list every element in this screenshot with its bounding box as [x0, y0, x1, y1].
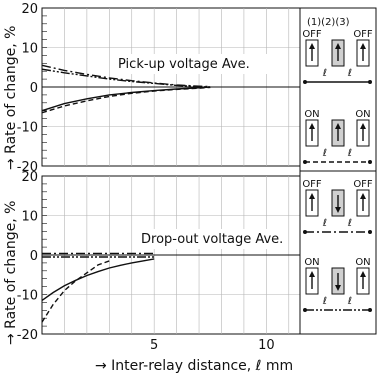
- legend-state-label: ON: [355, 257, 370, 268]
- top-ytick-label: -20: [17, 160, 38, 175]
- legend-arrow-up-icon: [335, 123, 341, 129]
- legend-ell-label: ℓ: [348, 218, 352, 229]
- top-ylabel: → Rate of change, %: [3, 26, 19, 170]
- legend-ell-label: ℓ: [323, 296, 327, 307]
- legend-line-end-dot: [303, 160, 307, 164]
- top-yticks: 20 10 0 -10 -20: [17, 2, 38, 175]
- bottom-ytick-label: -10: [17, 289, 38, 304]
- top-ytick-label: 0: [30, 81, 38, 96]
- bottom-ytick-label: 20: [21, 170, 38, 185]
- bottom-grid: [42, 176, 300, 334]
- legend-arrow-up-icon: [309, 271, 315, 277]
- legend-state-label: ON: [304, 109, 319, 120]
- legend-arrow-down-icon: [335, 207, 341, 213]
- legend-line-end-dot: [368, 308, 372, 312]
- bottom-xtick-label: 10: [258, 338, 275, 353]
- top-ytick-label: 10: [21, 42, 38, 57]
- bottom-annotation-bg: [138, 229, 276, 249]
- bottom-annotation: Drop-out voltage Ave.: [141, 232, 283, 247]
- legend-ell-label: ℓ: [348, 148, 352, 159]
- legend-arrow-up-icon: [360, 193, 366, 199]
- legend-diagram-1: OFF OFF ℓ ℓ: [302, 29, 373, 84]
- legend-arrow-up-icon: [309, 193, 315, 199]
- legend-ell-label: ℓ: [323, 148, 327, 159]
- bottom-series-solid: [41, 258, 155, 301]
- legend-state-label: OFF: [353, 29, 373, 40]
- legend-diagrams: OFF OFF ℓ ℓ ON ON ℓ ℓ OFF OFF ℓ ℓ ON ON ℓ ℓ: [302, 29, 373, 312]
- top-grid: [42, 8, 300, 166]
- legend-line-end-dot: [303, 80, 307, 84]
- bottom-xtick-label: 5: [150, 338, 158, 353]
- legend-state-label: OFF: [302, 29, 322, 40]
- top-series: [41, 64, 211, 114]
- top-series-dash-dot-dot: [41, 68, 211, 88]
- legend-line-end-dot: [303, 230, 307, 234]
- legend-arrow-up-icon: [309, 43, 315, 49]
- top-ytick-label: 20: [21, 2, 38, 17]
- legend-arrow-up-icon: [360, 43, 366, 49]
- legend-header: (1)(2)(3): [307, 17, 350, 28]
- legend-ell-label: ℓ: [348, 68, 352, 79]
- legend-diagram-2: ON ON ℓ ℓ: [303, 109, 372, 164]
- legend-line-end-dot: [368, 80, 372, 84]
- bottom-yticks: 20 10 0 -10 -20: [17, 170, 38, 343]
- top-series-solid: [41, 86, 211, 112]
- legend-line-end-dot: [303, 308, 307, 312]
- bottom-panel: 20 10 0 -10 -20 5 10 Drop-out voltage Ave.: [17, 170, 301, 353]
- legend-arrow-up-icon: [335, 43, 341, 49]
- legend-state-label: OFF: [353, 179, 373, 190]
- top-ytick-label: -10: [17, 121, 38, 136]
- legend-ell-label: ℓ: [348, 296, 352, 307]
- legend-line-end-dot: [368, 230, 372, 234]
- legend-state-label: OFF: [302, 179, 322, 190]
- bottom-ytick-label: 0: [30, 249, 38, 264]
- legend-state-label: ON: [304, 257, 319, 268]
- legend-ell-label: ℓ: [323, 218, 327, 229]
- legend-diagram-4: ON ON ℓ ℓ: [303, 257, 372, 312]
- bottom-ytick-label: -20: [17, 328, 38, 343]
- legend-arrow-up-icon: [360, 123, 366, 129]
- bottom-ytick-label: 10: [21, 210, 38, 225]
- top-series-dash-dot: [41, 64, 211, 88]
- legend-panel: (1)(2)(3) OFF OFF ℓ ℓ ON ON ℓ ℓ OFF OFF ℓ ℓ ON ON ℓ ℓ: [299, 7, 377, 335]
- top-series-dashed: [41, 86, 211, 114]
- legend-arrow-up-icon: [360, 271, 366, 277]
- bottom-ylabel: → Rate of change, %: [3, 201, 19, 345]
- top-annotation: Pick-up voltage Ave.: [118, 57, 250, 72]
- legend-state-label: ON: [355, 109, 370, 120]
- bottom-xticks: 5 10: [150, 338, 275, 353]
- legend-arrow-up-icon: [309, 123, 315, 129]
- top-annotation-bg: [114, 54, 272, 74]
- top-panel: 20 10 0 -10 -20 Pick-up voltage Ave.: [17, 2, 301, 175]
- bottom-series-dashed: [41, 260, 110, 323]
- bottom-series: [41, 252, 155, 323]
- legend-ell-label: ℓ: [323, 68, 327, 79]
- legend-arrow-down-icon: [335, 285, 341, 291]
- legend-line-end-dot: [368, 160, 372, 164]
- legend-diagram-3: OFF OFF ℓ ℓ: [302, 179, 373, 234]
- x-axis-label: → Inter-relay distance, ℓ mm: [95, 358, 293, 374]
